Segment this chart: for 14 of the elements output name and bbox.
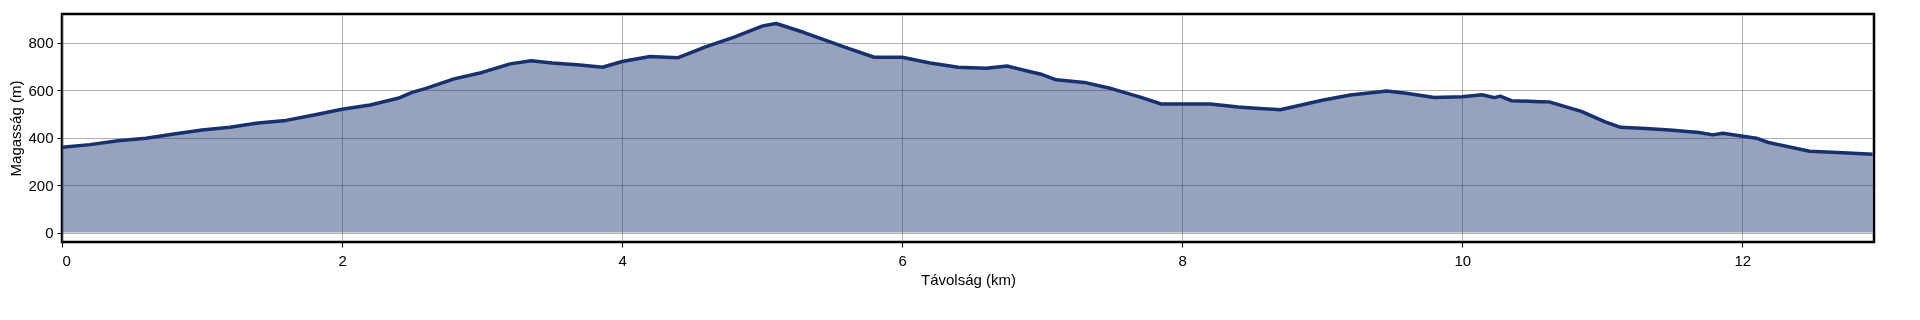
x-tick-label: 2 — [338, 251, 347, 269]
y-tick-label: 200 — [28, 176, 54, 194]
x-axis-title: Távolság (km) — [920, 270, 1017, 288]
y-tick-label: 800 — [28, 34, 54, 51]
x-tick-label: 12 — [1734, 251, 1752, 269]
y-axis-title: Magasság (m) — [7, 80, 25, 177]
x-tick-label: 6 — [898, 251, 907, 269]
x-tick-label: 8 — [1178, 251, 1187, 269]
x-tick-label: 4 — [618, 251, 627, 269]
y-tick-label: 400 — [28, 129, 54, 146]
x-tick-label: 10 — [1454, 251, 1472, 269]
x-tick-label: 0 — [62, 251, 71, 269]
y-tick-label: 600 — [28, 81, 54, 99]
y-tick-label: 0 — [45, 224, 54, 241]
